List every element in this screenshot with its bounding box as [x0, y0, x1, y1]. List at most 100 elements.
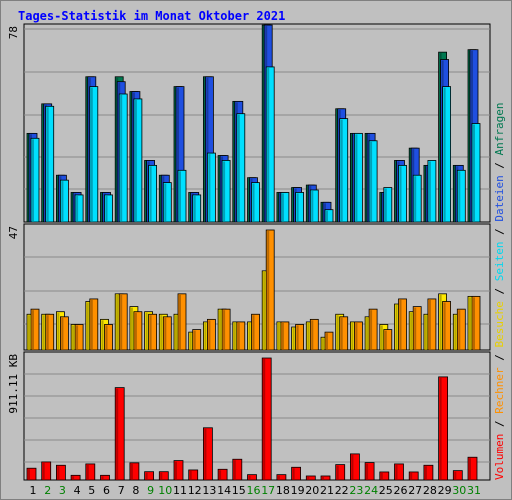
- legend-item-volumen: Volumen: [493, 434, 506, 480]
- bar-rechner-day-3: [60, 316, 69, 351]
- bar-volumen-day-29: [438, 376, 449, 481]
- bar-seiten-shade-day-13: [208, 154, 211, 221]
- bar-volumen-day-13: [202, 427, 213, 481]
- bar-rechner-day-11: [177, 293, 187, 351]
- x-tick-label-5: 5: [88, 484, 95, 497]
- bar-volumen-day-14: [217, 468, 228, 481]
- bar-seiten-day-23: [353, 132, 363, 223]
- bar-volumen-shade-day-17: [263, 359, 266, 479]
- bar-seiten-day-4: [74, 194, 84, 223]
- bar-volumen-shade-day-6: [101, 476, 104, 479]
- bar-rechner-day-21: [324, 331, 334, 351]
- bar-besuche-shade-day-19: [292, 328, 295, 349]
- bar-besuche-shade-day-17: [263, 271, 266, 349]
- bar-seiten-day-8: [133, 98, 143, 223]
- bar-volumen-day-24: [364, 462, 375, 481]
- bar-rechner-shade-day-26: [399, 299, 402, 349]
- bar-seiten-day-2: [45, 105, 55, 223]
- bar-rechner-day-26: [398, 298, 407, 351]
- bar-seiten-day-31: [471, 123, 481, 223]
- legend-item-anfragen: Anfragen: [493, 102, 506, 155]
- bar-volumen-day-18: [276, 474, 287, 481]
- bar-rechner-day-12: [192, 329, 202, 351]
- bar-volumen-day-10: [158, 471, 169, 481]
- bar-volumen-shade-day-23: [351, 454, 354, 479]
- bar-rechner-day-30: [456, 308, 466, 351]
- x-tick-label-25: 25: [379, 484, 393, 497]
- bar-seiten-shade-day-4: [76, 195, 79, 221]
- bar-seiten-shade-day-31: [473, 124, 475, 221]
- bar-besuche-shade-day-13: [204, 322, 207, 349]
- bar-rechner-shade-day-22: [340, 317, 343, 349]
- bar-rechner-day-7: [118, 293, 128, 351]
- bar-volumen-shade-day-4: [72, 476, 75, 479]
- bar-rechner-shade-day-5: [90, 299, 93, 349]
- bar-besuche-shade-day-16: [248, 322, 251, 349]
- bar-seiten-shade-day-27: [414, 176, 417, 221]
- bar-rechner-shade-day-9: [149, 315, 152, 349]
- x-tick-label-29: 29: [438, 484, 452, 497]
- bar-rechner-shade-day-6: [105, 325, 108, 349]
- bar-seiten-shade-day-29: [443, 87, 446, 221]
- x-tick-label-26: 26: [394, 484, 408, 497]
- x-tick-label-22: 22: [335, 484, 349, 497]
- bar-seiten-day-26: [398, 164, 407, 223]
- bar-seiten-day-3: [60, 179, 69, 223]
- bar-rechner-day-6: [104, 324, 113, 351]
- x-tick-label-31: 31: [467, 484, 481, 497]
- bar-besuche-shade-day-14: [219, 310, 222, 349]
- bar-rechner-day-10: [162, 316, 172, 351]
- bar-volumen-shade-day-14: [219, 470, 222, 479]
- bar-besuche-shade-day-5: [86, 302, 89, 349]
- bar-rechner-shade-day-20: [311, 320, 314, 349]
- legend-item-rechner: Rechner: [493, 367, 506, 414]
- bar-seiten-day-16: [251, 182, 260, 223]
- x-tick-label-13: 13: [202, 484, 216, 497]
- bar-volumen-day-12: [188, 469, 199, 481]
- bar-seiten-day-7: [118, 93, 128, 223]
- bar-seiten-shade-day-19: [296, 193, 299, 221]
- bar-rechner-shade-day-7: [120, 294, 123, 349]
- bar-volumen-shade-day-8: [130, 463, 133, 479]
- bar-rechner-shade-day-8: [134, 312, 137, 349]
- bar-volumen-shade-day-24: [366, 463, 369, 479]
- bar-volumen-day-30: [452, 470, 463, 481]
- bar-volumen-day-23: [349, 453, 360, 481]
- bar-volumen-day-1: [26, 467, 37, 481]
- bar-besuche-shade-day-7: [116, 294, 119, 349]
- bar-seiten-shade-day-22: [340, 119, 343, 221]
- bar-rechner-shade-day-14: [223, 310, 226, 349]
- bar-volumen-day-7: [114, 387, 125, 481]
- bar-rechner-shade-day-2: [46, 315, 49, 349]
- bar-volumen-day-22: [335, 464, 346, 481]
- bar-volumen-shade-day-30: [454, 471, 457, 479]
- bar-seiten-day-15: [236, 113, 246, 223]
- bar-dateien-shade-day-11: [177, 87, 179, 221]
- bar-rechner-shade-day-24: [370, 310, 373, 349]
- bar-besuche-shade-day-26: [395, 305, 398, 349]
- legend-separator: /: [493, 155, 506, 175]
- bar-volumen-day-21: [320, 475, 331, 481]
- bar-rechner-day-22: [339, 316, 349, 351]
- x-tick-label-10: 10: [158, 484, 172, 497]
- bar-rechner-shade-day-1: [32, 310, 34, 349]
- x-tick-label-6: 6: [103, 484, 110, 497]
- panel-bottom-max-label: 911.11 KB: [7, 354, 20, 414]
- bar-seiten-day-1: [30, 137, 40, 223]
- bar-seiten-shade-day-26: [399, 166, 402, 221]
- bar-rechner-day-13: [206, 318, 216, 351]
- bar-seiten-day-10: [162, 182, 172, 223]
- bar-besuche-shade-day-11: [175, 315, 177, 349]
- bar-rechner-day-31: [471, 295, 481, 351]
- bar-rechner-day-28: [427, 298, 437, 351]
- legend-separator: /: [493, 281, 506, 301]
- legend-item-seiten: Seiten: [493, 242, 506, 282]
- bar-seiten-day-9: [148, 164, 158, 223]
- x-tick-label-1: 1: [30, 484, 37, 497]
- bar-besuche-shade-day-28: [424, 315, 427, 349]
- bar-rechner-shade-day-4: [76, 325, 79, 349]
- bar-rechner-shade-day-25: [384, 330, 387, 349]
- bar-besuche-shade-day-12: [189, 333, 192, 349]
- bar-besuche-shade-day-4: [72, 325, 75, 349]
